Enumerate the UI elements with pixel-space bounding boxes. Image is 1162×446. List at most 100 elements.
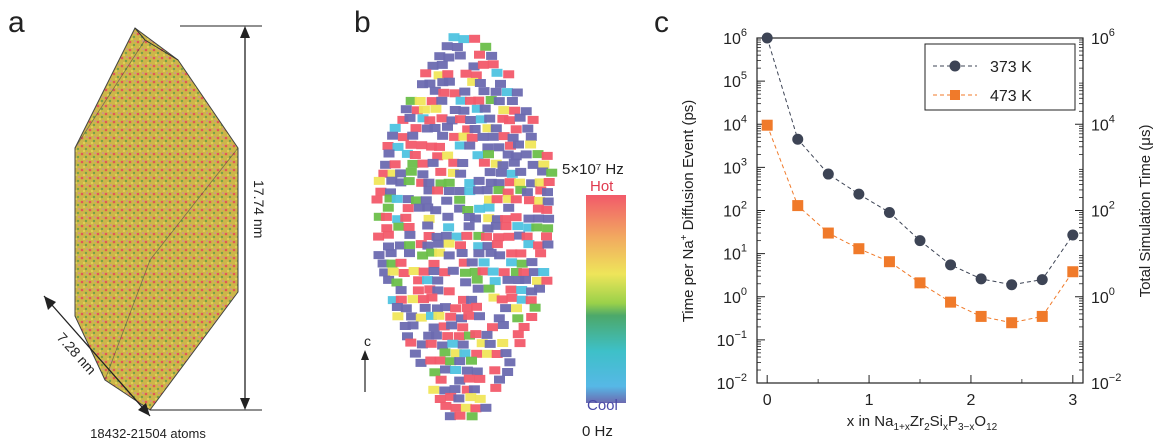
data-point-1	[914, 277, 926, 289]
site-cube	[520, 150, 532, 159]
site-cube	[393, 222, 405, 231]
site-cube	[482, 143, 494, 152]
site-cube	[512, 222, 524, 231]
site-cube	[429, 368, 441, 377]
site-cube	[481, 232, 492, 241]
site-cube	[432, 304, 443, 313]
site-cube	[428, 259, 440, 268]
x-tick-label: 1	[865, 392, 874, 409]
site-cube	[429, 124, 441, 132]
site-cube	[450, 349, 462, 358]
site-cube	[478, 258, 490, 267]
site-cube	[491, 215, 503, 224]
site-cube	[387, 296, 399, 305]
site-cube	[474, 50, 485, 59]
site-cube	[437, 341, 449, 350]
site-cube	[473, 176, 485, 185]
site-cube	[420, 196, 432, 205]
site-cube	[464, 141, 476, 150]
site-cube	[477, 60, 489, 69]
site-cube	[422, 203, 434, 212]
site-cube	[407, 131, 419, 140]
data-point-1	[853, 243, 865, 255]
site-cube	[426, 311, 437, 320]
site-cube	[440, 303, 451, 312]
site-cube	[441, 42, 453, 51]
site-cube	[473, 186, 485, 195]
site-cube	[449, 106, 461, 114]
data-point-1	[792, 200, 804, 212]
site-cube	[375, 187, 387, 196]
site-cube	[426, 97, 438, 106]
site-cube	[373, 176, 385, 185]
site-cube	[446, 321, 458, 330]
data-point-0	[1006, 279, 1018, 291]
site-cube	[458, 106, 470, 115]
site-cube	[426, 293, 438, 302]
site-cube	[497, 114, 509, 123]
site-cube	[514, 339, 526, 348]
site-cube	[404, 241, 416, 250]
site-cube	[482, 349, 494, 358]
site-cube	[526, 287, 538, 296]
site-cube	[523, 214, 535, 223]
site-cube	[474, 312, 485, 321]
site-cube	[432, 152, 444, 161]
site-cube	[387, 169, 399, 178]
site-cube	[465, 96, 476, 105]
site-cube	[389, 123, 401, 132]
site-cube	[416, 340, 428, 349]
site-cube	[435, 375, 447, 384]
site-cube	[443, 77, 455, 86]
site-cube	[542, 224, 554, 233]
site-cube	[466, 295, 478, 304]
y-tick-label: 105	[723, 70, 747, 91]
site-cube	[392, 142, 404, 151]
site-cube	[433, 311, 445, 320]
site-cube	[404, 230, 416, 239]
site-cube	[534, 196, 546, 205]
site-cube	[506, 258, 518, 267]
data-point-0	[792, 133, 804, 145]
data-point-0	[1036, 274, 1048, 286]
site-cube	[419, 303, 431, 312]
site-cube	[418, 267, 430, 276]
panel-a-letter: a	[8, 6, 25, 39]
site-cube	[402, 195, 414, 204]
site-cube	[506, 249, 518, 258]
site-cube	[447, 266, 459, 275]
site-cube	[494, 375, 505, 384]
x-tick-label: 2	[966, 392, 975, 409]
site-cube	[525, 132, 537, 141]
site-cube	[416, 141, 428, 150]
site-cube	[397, 133, 409, 142]
site-cube	[422, 241, 434, 250]
panel-b: b c 5×10⁷ Hz Hot Cool 0 Hz	[340, 0, 670, 441]
site-cube	[413, 203, 425, 212]
site-cube	[461, 366, 473, 375]
site-cube	[521, 232, 533, 241]
site-cube	[435, 167, 447, 176]
site-cube	[456, 314, 467, 323]
site-cube	[502, 275, 514, 284]
site-cube	[423, 232, 435, 240]
site-cube	[442, 212, 454, 221]
site-cube	[480, 42, 492, 51]
site-cube	[448, 158, 460, 167]
site-cube	[460, 278, 472, 287]
site-cube	[395, 169, 407, 178]
site-cube	[455, 241, 466, 250]
site-cube	[378, 169, 390, 178]
site-cube	[501, 88, 513, 97]
site-cube	[433, 71, 445, 80]
site-cube	[433, 239, 445, 248]
atoms-label: 18432-21504 atoms	[90, 426, 206, 441]
site-cube	[454, 376, 466, 385]
site-cube	[516, 295, 528, 304]
data-point-1	[1036, 310, 1048, 322]
site-cube	[406, 312, 418, 321]
site-cube	[474, 374, 486, 383]
site-cube	[405, 338, 417, 347]
site-cube	[432, 276, 444, 285]
site-cube	[525, 296, 537, 305]
